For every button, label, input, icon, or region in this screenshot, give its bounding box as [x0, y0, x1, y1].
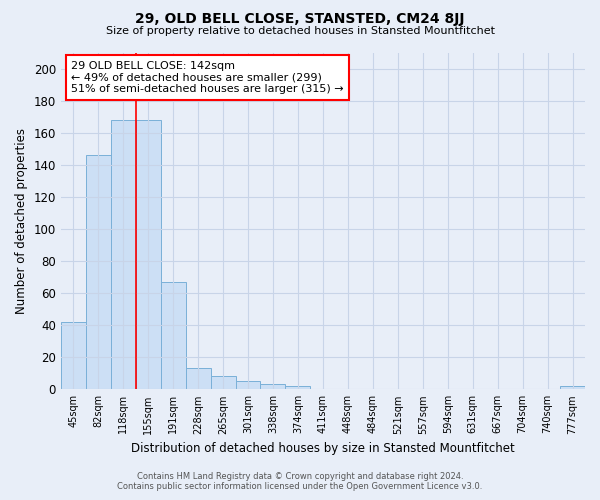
X-axis label: Distribution of detached houses by size in Stansted Mountfitchet: Distribution of detached houses by size … — [131, 442, 515, 455]
Text: 29 OLD BELL CLOSE: 142sqm
← 49% of detached houses are smaller (299)
51% of semi: 29 OLD BELL CLOSE: 142sqm ← 49% of detac… — [71, 61, 344, 94]
Text: Contains HM Land Registry data © Crown copyright and database right 2024.
Contai: Contains HM Land Registry data © Crown c… — [118, 472, 482, 491]
Bar — [260, 384, 286, 390]
Text: 29, OLD BELL CLOSE, STANSTED, CM24 8JJ: 29, OLD BELL CLOSE, STANSTED, CM24 8JJ — [135, 12, 465, 26]
Bar — [86, 155, 111, 390]
Bar — [560, 386, 585, 390]
Bar — [286, 386, 310, 390]
Bar — [161, 282, 185, 390]
Bar — [136, 120, 161, 390]
Bar — [61, 322, 86, 390]
Text: Size of property relative to detached houses in Stansted Mountfitchet: Size of property relative to detached ho… — [106, 26, 494, 36]
Bar — [236, 382, 260, 390]
Bar — [111, 120, 136, 390]
Y-axis label: Number of detached properties: Number of detached properties — [15, 128, 28, 314]
Bar — [185, 368, 211, 390]
Bar — [211, 376, 236, 390]
